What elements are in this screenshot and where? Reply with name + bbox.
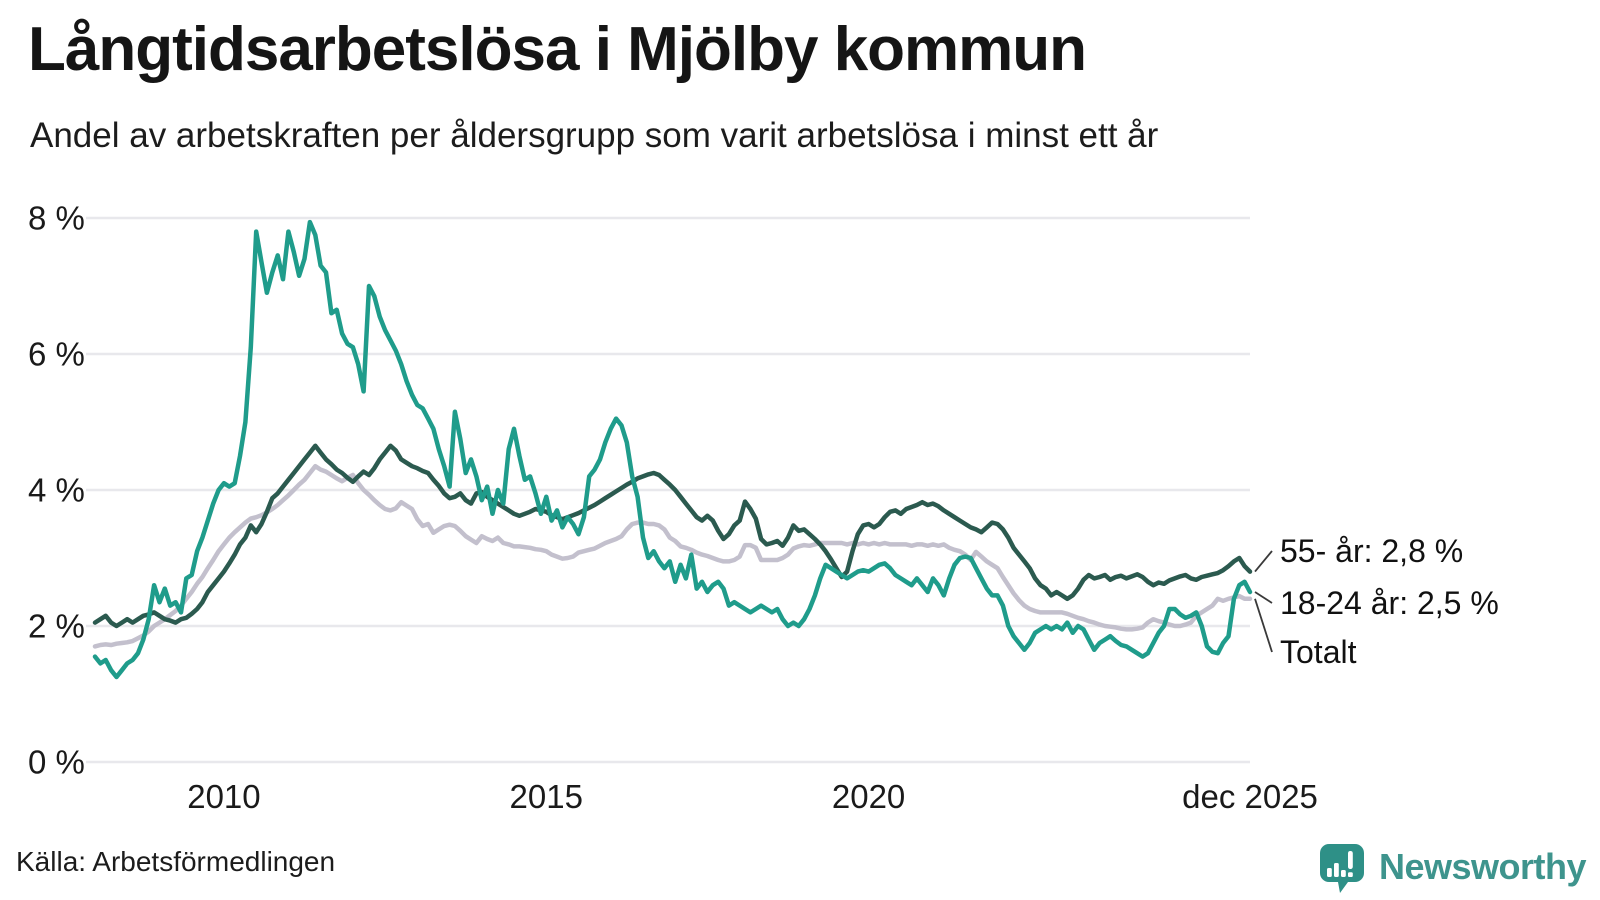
- y-tick-label: 6 %: [28, 336, 85, 373]
- x-tick-label: dec 2025: [1182, 778, 1318, 815]
- bar-chart-speech-bubble-icon: [1319, 844, 1364, 893]
- y-tick-label: 4 %: [28, 472, 85, 509]
- x-tick-label: 2015: [510, 778, 583, 815]
- page-title: Långtidsarbetslösa i Mjölby kommun: [28, 15, 1087, 84]
- series-line-55- år: [92, 443, 1253, 629]
- label-leader-line: [1254, 550, 1273, 573]
- series-end-label: Totalt: [1280, 634, 1357, 670]
- newsworthy-brand: Newsworthy: [1317, 841, 1587, 893]
- y-tick-label: 2 %: [28, 608, 85, 645]
- source-note: Källa: Arbetsförmedlingen: [16, 846, 336, 877]
- chart-subtitle: Andel av arbetskraften per åldersgrupp s…: [30, 116, 1159, 155]
- label-leader-line: [1254, 598, 1273, 653]
- x-tick-label: 2020: [832, 778, 905, 815]
- series-line-18-24 år: [92, 219, 1253, 680]
- x-axis-labels: 2010 2015 2020 dec 2025: [187, 778, 1318, 815]
- newsworthy-logo-text: Newsworthy: [1378, 846, 1587, 887]
- y-tick-label: 0 %: [28, 744, 85, 781]
- series-line-Totalt: [92, 463, 1253, 649]
- y-axis-labels: 0 % 2 % 4 % 6 % 8 %: [28, 200, 85, 781]
- y-tick-label: 8 %: [28, 200, 85, 237]
- x-tick-label: 2010: [187, 778, 260, 815]
- label-leader-line: [1254, 591, 1273, 604]
- series-end-labels: 55- år: 2,8 % 18-24 år: 2,5 % Totalt: [1254, 533, 1499, 670]
- series-end-label: 18-24 år: 2,5 %: [1280, 585, 1499, 621]
- series-end-label: 55- år: 2,8 %: [1280, 533, 1463, 569]
- gridlines: [86, 216, 1250, 764]
